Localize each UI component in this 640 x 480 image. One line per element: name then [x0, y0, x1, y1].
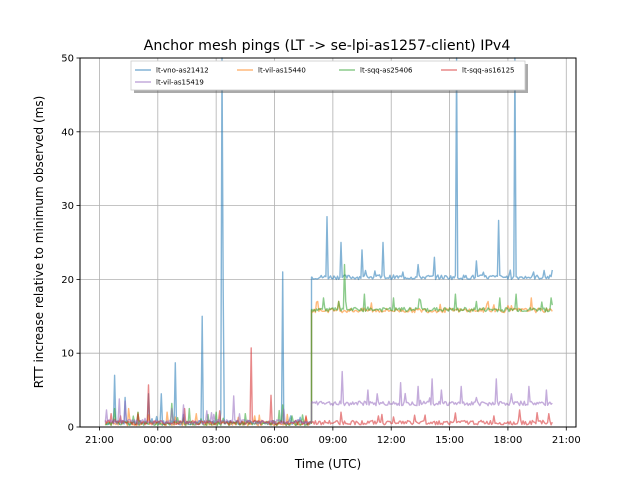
y-tick-label: 20 — [61, 275, 74, 286]
x-tick-label: 12:00 — [377, 435, 406, 446]
x-tick-label: 18:00 — [494, 435, 523, 446]
x-axis-ticks: 21:00 00:00 03:00 06:00 09:00 12:00 15:00 18:00… — [85, 427, 581, 446]
x-tick-label: 03:00 — [202, 435, 231, 446]
series-line-lt-vno-as21412 — [104, 57, 553, 426]
legend-entry-label: lt-sqq-as16125 — [462, 67, 514, 75]
legend-box — [130, 60, 526, 91]
x-tick-label: 15:00 — [435, 435, 464, 446]
plot-frame — [79, 57, 577, 428]
chart-title: Anchor mesh pings (LT -> se-lpi-as1257-c… — [144, 38, 511, 54]
x-tick-label: 00:00 — [143, 435, 172, 446]
legend-entry-label: lt-sqq-as25406 — [360, 67, 413, 75]
series-layer — [104, 57, 553, 427]
y-tick-label: 50 — [61, 54, 74, 65]
x-tick-label: 21:00 — [85, 435, 114, 446]
y-tick-label: 0 — [68, 423, 74, 434]
y-tick-label: 30 — [61, 201, 74, 212]
legend: lt-vno-as21412 lt-vil-as15440 lt-sqq-as254… — [130, 60, 528, 93]
x-tick-label: 06:00 — [260, 435, 289, 446]
grid-lines — [80, 57, 576, 428]
x-tick-label: 21:00 — [552, 435, 581, 446]
series-line-lt-vil-as15419 — [104, 370, 553, 425]
legend-entry-label: lt-vil-as15419 — [156, 79, 204, 87]
y-axis-label: RTT increase relative to minimum observe… — [32, 96, 46, 389]
x-tick-label: 09:00 — [318, 435, 347, 446]
legend-entry-label: lt-vno-as21412 — [156, 67, 209, 75]
legend-entry-label: lt-vil-as15440 — [258, 67, 306, 75]
x-axis-label: Time (UTC) — [294, 457, 361, 471]
y-axis-ticks: 0 10 20 30 40 50 — [61, 54, 80, 434]
y-tick-label: 10 — [61, 349, 74, 360]
y-tick-label: 40 — [61, 127, 74, 138]
